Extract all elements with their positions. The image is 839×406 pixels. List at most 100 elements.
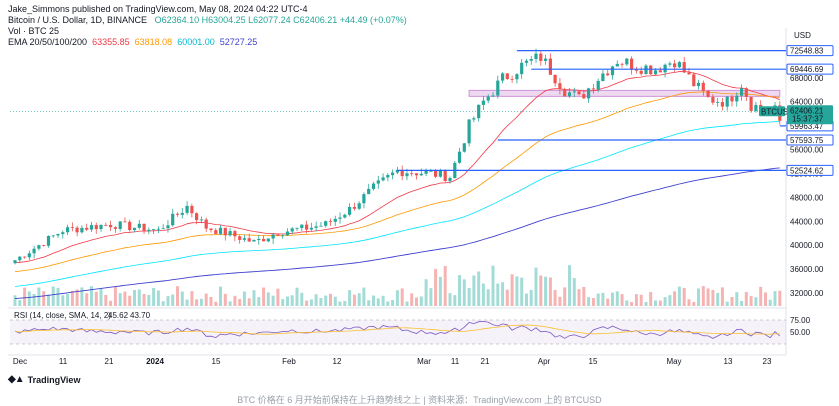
candle <box>391 169 395 180</box>
volume-bar <box>649 292 653 306</box>
price-tick-label: 64000.00 <box>790 98 824 107</box>
volume-bar <box>740 301 744 306</box>
volume-bar <box>233 295 237 306</box>
candle <box>491 92 495 98</box>
candle <box>319 222 323 227</box>
candles <box>13 48 782 265</box>
volume-bar <box>391 300 395 306</box>
level-label-box <box>786 63 834 75</box>
volume-bar <box>754 297 758 306</box>
candle <box>109 220 113 231</box>
volume-bar <box>415 297 418 306</box>
candle <box>295 227 299 232</box>
volume-bar <box>448 293 452 306</box>
volume-bar <box>572 278 576 306</box>
volume-bar <box>309 299 313 306</box>
rsi-tick-50: 50.00 <box>790 328 811 337</box>
volume-bar <box>654 300 657 306</box>
candle <box>529 55 533 65</box>
volume-bar <box>113 286 117 306</box>
image-caption: BTC 价格在 6 月开始前保持在上升趋势线之上 | 资料来源：TradingV… <box>237 395 602 405</box>
candle <box>343 213 347 219</box>
candle <box>424 168 428 177</box>
volume-bar <box>247 298 251 306</box>
volume-bar <box>199 298 203 306</box>
candle <box>338 212 342 224</box>
candle <box>381 173 385 182</box>
volume-bar <box>563 287 567 306</box>
volume-bar <box>720 287 724 306</box>
volume-bar <box>520 277 524 306</box>
volume-bar <box>262 287 266 306</box>
candle <box>262 235 266 242</box>
volume-bar <box>501 282 505 306</box>
volume-bar <box>180 291 184 306</box>
volume-bar <box>577 289 581 306</box>
ema-line-100 <box>14 121 780 287</box>
ema-line-50 <box>14 91 780 273</box>
volume-bar <box>362 287 366 306</box>
level-label: 69446.69 <box>790 65 824 74</box>
candle <box>754 101 758 113</box>
volume-bar <box>185 299 189 306</box>
volume-bar <box>539 275 543 306</box>
candle <box>190 203 194 218</box>
volume-bar <box>687 299 691 306</box>
candle <box>228 227 232 237</box>
volume-bar <box>32 294 36 306</box>
volume-bar <box>357 293 361 306</box>
candle <box>333 215 337 226</box>
volume-bar <box>438 276 442 306</box>
volume-bar <box>166 296 170 306</box>
volume-bar <box>773 291 777 306</box>
candle <box>572 87 576 98</box>
volume-line: Vol · BTC 25 <box>8 26 60 36</box>
volume-bar <box>329 293 332 306</box>
candle <box>481 96 485 110</box>
candle <box>663 63 667 78</box>
volume-bar <box>147 294 151 306</box>
candle <box>242 234 246 242</box>
volume-bar <box>429 288 433 306</box>
candle <box>606 69 610 77</box>
volume-bar <box>142 294 146 306</box>
candle <box>601 69 605 82</box>
rsi-label: RSI (14, close, SMA, 14, 2) <box>14 311 111 320</box>
candle <box>80 225 84 234</box>
candle <box>467 118 471 147</box>
resistance-zone <box>468 89 781 97</box>
volume-bar <box>467 288 471 306</box>
volume-bar <box>525 293 528 306</box>
candle <box>520 58 524 79</box>
candle <box>27 250 31 261</box>
tradingview-logo-icon: ◆▲ <box>8 374 25 385</box>
volume-bar <box>266 292 270 306</box>
volume-bar <box>505 289 509 306</box>
ohlc-values: O62364.10 H63004.25 L62077.24 C62406.21 … <box>154 15 407 25</box>
volume-bar <box>759 286 763 306</box>
candle <box>386 173 390 182</box>
candle <box>582 89 586 100</box>
volume-bar <box>658 300 662 306</box>
volume-bar <box>419 296 423 306</box>
candle <box>214 228 218 235</box>
ema200-value: 52727.25 <box>219 37 258 47</box>
candle <box>204 217 208 233</box>
candle <box>367 183 371 195</box>
volume-bar <box>677 286 681 306</box>
tradingview-footer: ◆▲ TradingView <box>8 374 80 385</box>
candle <box>634 66 638 74</box>
price-tick-label: 36000.00 <box>790 265 824 274</box>
candle <box>247 233 251 243</box>
volume-bars <box>13 265 782 306</box>
candle <box>610 65 615 80</box>
candle <box>477 104 481 122</box>
candle <box>161 224 165 230</box>
volume-bar <box>548 277 552 306</box>
last-price-label: 62406.21 <box>790 106 824 115</box>
candle <box>18 256 22 262</box>
candle <box>639 66 643 76</box>
volume-bar <box>568 265 571 306</box>
volume-bar <box>286 296 289 306</box>
